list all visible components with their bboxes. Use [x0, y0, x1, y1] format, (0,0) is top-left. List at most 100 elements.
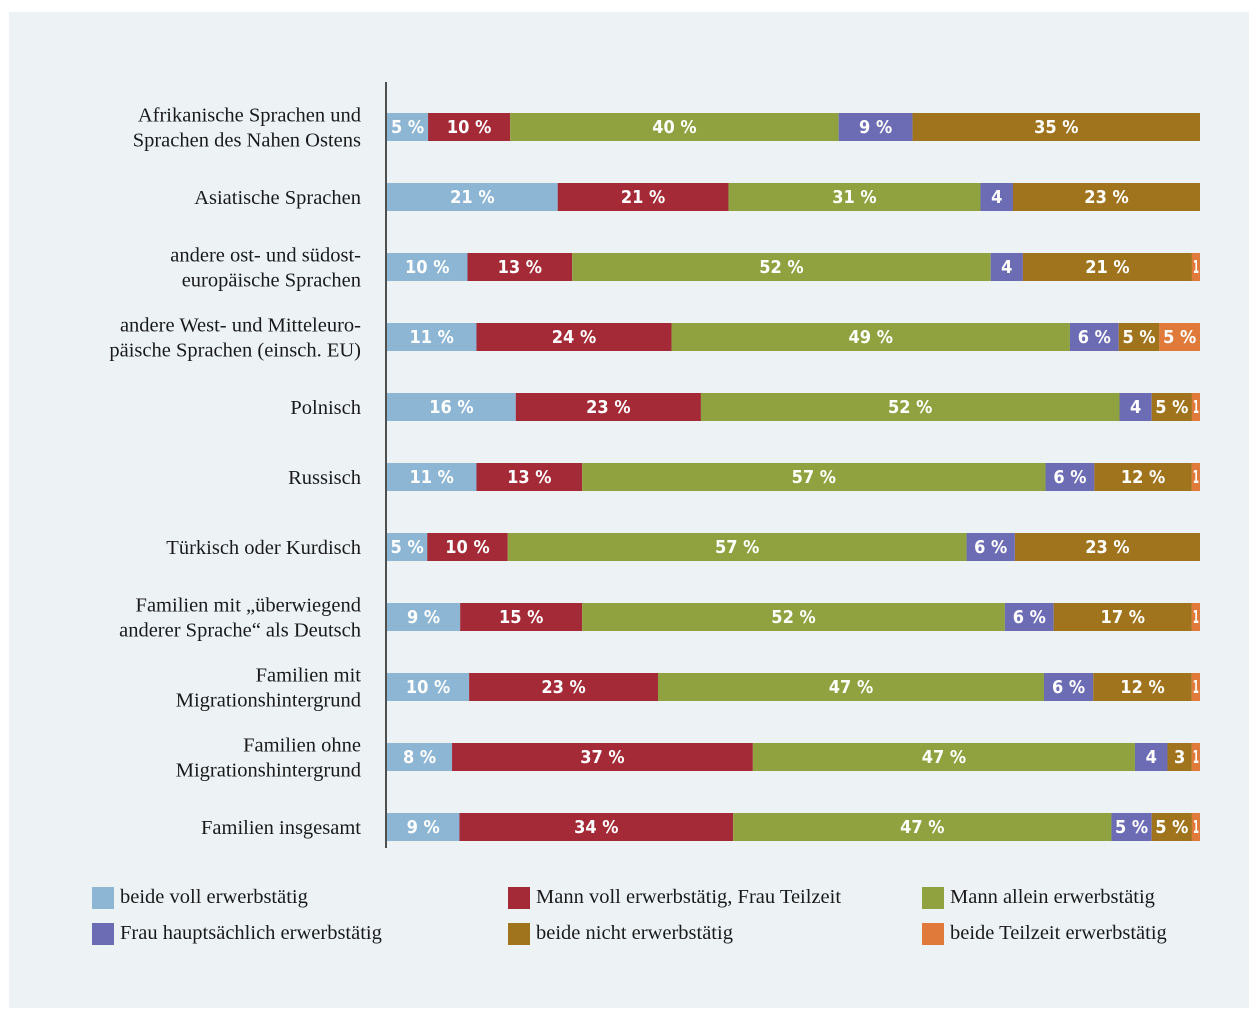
bar-segment	[966, 533, 1015, 561]
category-label: Türkisch oder Kurdisch	[166, 537, 361, 559]
legend-swatch	[508, 886, 530, 909]
bar-value-label: 5 %	[391, 117, 424, 138]
bar-segment	[990, 253, 1023, 281]
bar-value-label: 47 %	[900, 817, 944, 838]
bar-segment	[428, 113, 511, 141]
stacked-bar-chart: 5 % 10 % 40 % 9 % 35 %21 % 21 % 31 % 4 23 %10 % 1…	[109, 82, 1200, 848]
bar-value-label: 5 %	[1155, 817, 1188, 838]
bar-segment	[1191, 743, 1200, 771]
bar-segment	[460, 603, 583, 631]
bar-value-label: 21 %	[621, 187, 665, 208]
bar-value-label: 1	[1193, 467, 1199, 488]
bar-segment	[557, 183, 729, 211]
legend-item: Mann allein erwerbstätig	[922, 886, 1155, 909]
bar-value-label: 47 %	[922, 747, 966, 768]
bar-segment	[476, 463, 583, 491]
bar-value-label: 13 %	[498, 257, 542, 278]
bar-value-label: 1	[1193, 817, 1199, 838]
bar-segment	[1159, 323, 1200, 351]
bar-segment	[1119, 393, 1152, 421]
bar-segment	[1167, 743, 1192, 771]
bar-segment	[515, 393, 701, 421]
bar-segment	[1134, 743, 1168, 771]
bar-value-label: 9 %	[407, 607, 440, 628]
bar-segment	[582, 463, 1046, 491]
bar-value-label: 35 %	[1034, 117, 1078, 138]
bar-segment	[387, 463, 477, 491]
bar-segment	[1191, 813, 1200, 841]
bar-value-label: 11 %	[410, 327, 454, 348]
bar-segment	[469, 673, 658, 701]
bar-segment	[1111, 813, 1152, 841]
bar-segment	[387, 183, 558, 211]
bar-value-label: 23 %	[1084, 187, 1128, 208]
bar-segment	[459, 813, 734, 841]
bar-value-label: 10 %	[447, 117, 491, 138]
bar-value-label: 23 %	[586, 397, 630, 418]
bar-value-label: 5 %	[1122, 327, 1155, 348]
bar-value-label: 6 %	[974, 537, 1007, 558]
bar-segment	[1151, 393, 1192, 421]
bar-segment	[1191, 463, 1200, 491]
legend-item: beide Teilzeit erwerbstätig	[922, 922, 1167, 945]
bar-segment	[728, 183, 981, 211]
bar-value-label: 9 %	[859, 117, 892, 138]
bar-value-label: 16 %	[429, 397, 473, 418]
bar-value-label: 57 %	[715, 537, 759, 558]
bar-value-label: 10 %	[405, 257, 449, 278]
bar-value-label: 40 %	[652, 117, 696, 138]
bar-segment	[1191, 603, 1200, 631]
category-label: Asiatische Sprachen	[194, 187, 361, 209]
bar-segment	[838, 113, 913, 141]
bar-segment	[387, 813, 460, 841]
bar-segment	[1093, 673, 1192, 701]
bar-value-label: 21 %	[450, 187, 494, 208]
bar-segment	[467, 253, 573, 281]
bar-segment	[387, 743, 453, 771]
bar-value-label: 1	[1193, 677, 1199, 698]
bar-value-label: 6 %	[1052, 677, 1085, 698]
category-label: Afrikanische Sprachen und Sprachen des Na…	[133, 105, 361, 152]
bar-value-label: 6 %	[1053, 467, 1086, 488]
bar-segment	[476, 323, 672, 351]
category-label: Familien mit „überwiegend anderer Sprache…	[119, 595, 361, 642]
bar-value-label: 5 %	[1163, 327, 1196, 348]
bar-segment	[387, 603, 461, 631]
bar-segment	[1053, 603, 1192, 631]
bar-segment	[1191, 253, 1200, 281]
legend-item: beide nicht erwerbstätig	[508, 922, 733, 945]
bar-segment	[1094, 463, 1192, 491]
category-label: andere West- und Mitteleuro-päische Spra…	[109, 315, 361, 362]
legend-label: beide Teilzeit erwerbstätig	[950, 922, 1167, 944]
category-label: Familien ohne Migrationshintergrund	[176, 735, 361, 782]
bar-value-label: 57 %	[792, 467, 836, 488]
bar-segment	[658, 673, 1044, 701]
bar-value-label: 52 %	[771, 607, 815, 628]
bar-segment	[387, 113, 429, 141]
bar-segment	[572, 253, 991, 281]
bar-value-label: 1	[1193, 257, 1199, 278]
legend-swatch	[922, 886, 944, 909]
legend-item: Mann voll erwerbstätig, Frau Teilzeit	[508, 886, 841, 909]
bar-value-label: 34 %	[574, 817, 618, 838]
bar-segment	[700, 393, 1120, 421]
bar-value-label: 5 %	[1155, 397, 1188, 418]
bar-value-label: 4	[1130, 397, 1141, 418]
bar-value-label: 24 %	[552, 327, 596, 348]
bar-value-label: 6 %	[1078, 327, 1111, 348]
bar-segment	[1022, 253, 1192, 281]
bar-segment	[1151, 813, 1192, 841]
bar-segment	[387, 673, 470, 701]
bar-value-label: 4	[1001, 257, 1012, 278]
bar-value-label: 4	[991, 187, 1002, 208]
bar-segment	[912, 113, 1200, 141]
bar-segment	[1191, 393, 1200, 421]
bar-segment	[510, 113, 839, 141]
bar-value-label: 5 %	[391, 537, 424, 558]
legend-swatch	[92, 922, 114, 945]
category-label: andere ost- und südost-europäische Sprac…	[170, 245, 361, 292]
bar-value-label: 23 %	[1085, 537, 1129, 558]
bar-segment	[1013, 183, 1200, 211]
bar-segment	[671, 323, 1070, 351]
legend-label: Frau hauptsächlich erwerbstätig	[120, 922, 382, 944]
